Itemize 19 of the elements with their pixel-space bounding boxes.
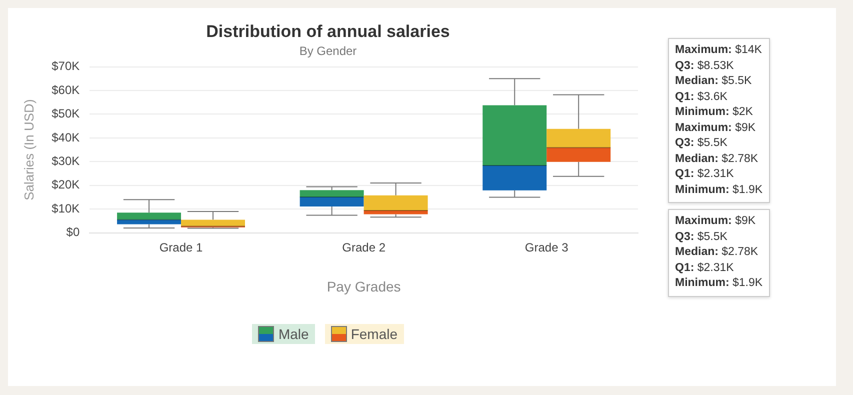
y-tick-label: $30K (52, 154, 80, 168)
y-tick-label: $10K (52, 201, 80, 216)
y-tick-label: $60K (52, 82, 80, 97)
x-tick-label: Grade 3 (524, 240, 569, 254)
chart-title: Distribution of annual salaries (206, 22, 450, 41)
legend-label: Male (278, 326, 309, 342)
y-tick-label: $20K (52, 178, 80, 192)
x-tick-label: Grade 2 (342, 240, 386, 254)
y-tick-label: $0 (66, 225, 80, 240)
y-tick-label: $70K (52, 59, 80, 74)
y-tick-label: $50K (52, 106, 80, 121)
x-tick-label: Grade 1 (159, 240, 204, 254)
y-axis-title: Salaries (In USD) (21, 99, 36, 200)
text: Maximum: $14K Q3: $8.53K Median: $5.5K Q1: $3.6K Minimum: $2K Maximum: $9K Q3: $5.5K Median: $2.78K Q1: $2.31K Minimum: $1.9K (675, 44, 763, 196)
y-tick-label: $40K (52, 130, 80, 144)
text: Maximum: $9K Q3: $5.5K Median: $2.78K Q1: $2.31K Minimum: $1.9K (675, 215, 763, 289)
x-axis-title: Pay Grades (326, 278, 401, 294)
chart-subtitle: By Gender (299, 44, 357, 58)
legend-label: Female (350, 326, 398, 342)
